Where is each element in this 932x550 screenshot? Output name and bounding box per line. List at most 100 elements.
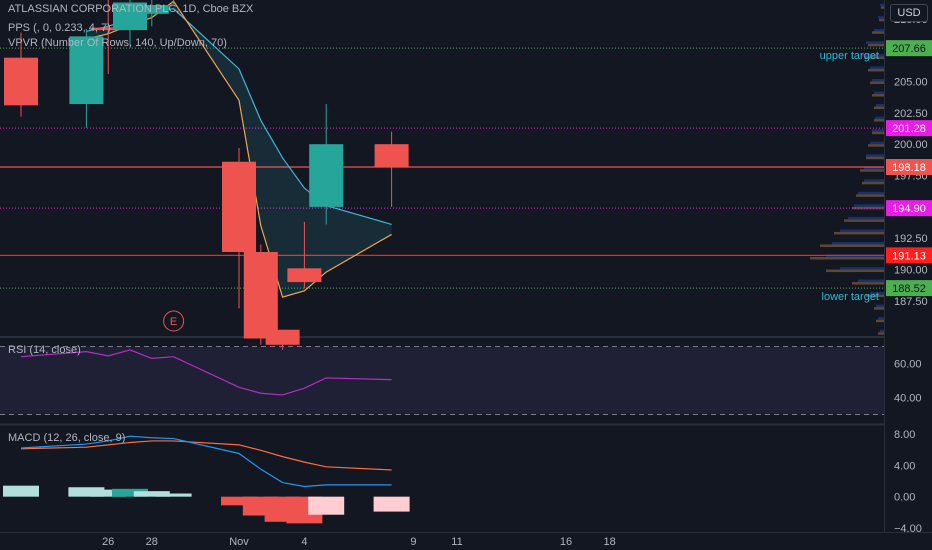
vpvr-up-bar (880, 329, 884, 333)
macd-histogram-bar (68, 487, 105, 497)
target-label: upper target (820, 50, 879, 62)
vpvr-down-bar (864, 56, 884, 59)
vpvr-down-bar (852, 282, 884, 285)
vpvr-up-bar (864, 166, 884, 170)
price-level-value: 201.28 (892, 123, 926, 135)
vpvr-down-bar (860, 169, 884, 172)
currency-button[interactable]: USD (890, 4, 928, 22)
macd-signal-line (20, 440, 392, 471)
vpvr-down-bar (866, 156, 884, 160)
vpvr-up-bar (862, 53, 884, 57)
macd-histogram-bar (373, 496, 410, 512)
price-level-badge (886, 200, 932, 217)
vpvr-down-bar (870, 81, 884, 84)
vpvr-up-bar (872, 129, 884, 132)
vpvr-up-bar (878, 16, 884, 19)
vpvr-up-bar (840, 267, 884, 270)
candle-body (134, 5, 169, 14)
time-tick-label: 9 (410, 536, 416, 548)
vpvr-up-bar (876, 104, 884, 107)
vpvr-up-bar (880, 3, 884, 7)
vpvr-up-bar (870, 66, 884, 69)
candle-body (222, 161, 256, 252)
rsi-legend[interactable]: RSI (14, close) (8, 344, 81, 356)
vpvr-down-bar (868, 43, 884, 47)
price-tick-label: 190.00 (894, 265, 928, 277)
rsi-line (20, 349, 392, 396)
price-tick-label: 187.50 (894, 296, 928, 308)
candle-body (287, 268, 322, 283)
time-tick-label: 4 (301, 536, 307, 548)
vpvr-up-bar (848, 216, 884, 220)
vpvr-up-bar (832, 241, 884, 245)
price-level-value: 198.18 (892, 162, 926, 174)
vpvr-down-bar (876, 319, 884, 323)
vpvr-down-bar (879, 18, 884, 22)
vpvr-down-bar (820, 244, 884, 247)
candle-body (91, 27, 126, 31)
vpvr-down-bar (862, 181, 884, 185)
price-level-value: 194.90 (892, 203, 926, 215)
time-tick-label: 11 (451, 536, 462, 548)
vpvr-down-bar (826, 269, 884, 273)
rsi-tick-label: 40.00 (894, 393, 922, 405)
candles (4, 0, 409, 350)
vpvr-down-bar (874, 119, 884, 122)
vpvr-down-bar (881, 6, 884, 9)
macd-tick-label: 4.00 (894, 460, 915, 472)
symbol-legend[interactable]: ATLASSIAN CORPORATION PLC, 1D, Cboe BZX (8, 3, 254, 15)
vpvr-down-bar (868, 68, 884, 72)
candle-body (309, 144, 344, 207)
time-tick-label: 16 (560, 536, 572, 548)
vpvr-up-bar (866, 41, 884, 44)
vpvr-up-bar (875, 116, 884, 120)
price-level-value: 191.13 (892, 250, 926, 262)
vpvr-up-bar (874, 28, 884, 32)
macd-histogram-bar (221, 496, 257, 506)
time-tick-label: 28 (146, 536, 158, 548)
price-tick-label: 192.50 (894, 233, 928, 245)
candle-body (4, 57, 38, 106)
vpvr-up-bar (854, 204, 884, 207)
time-tick-label: Nov (229, 536, 249, 548)
price-tick-label: 200.00 (894, 139, 928, 151)
candle-body (265, 329, 300, 345)
macd-histogram-bar (112, 488, 148, 497)
panel-separators (0, 0, 932, 533)
rsi-band-fill (0, 346, 884, 415)
vpvr-up-bar (876, 304, 884, 308)
vpvr-down-bar (874, 307, 884, 310)
macd-histogram-bar (90, 489, 127, 497)
macd-legend[interactable]: MACD (12, 26, close, 9) (8, 432, 126, 444)
price-tick-label: 202.50 (894, 108, 928, 120)
vpvr-up-bar (870, 141, 884, 145)
vpvr-down-bar (844, 219, 884, 222)
macd-panel (3, 435, 410, 524)
price-level-badge (886, 40, 932, 57)
macd-histogram-bar (155, 493, 192, 497)
earnings-circle (163, 310, 185, 332)
vpvr-down-bar (868, 144, 884, 147)
macd-tick-label: 8.00 (894, 429, 915, 441)
time-axis[interactable]: 26 28 Nov 4 9 11 16 18 (102, 536, 616, 548)
pps-legend[interactable]: PPS (, 0, 0.233, 4, 7) (8, 22, 111, 34)
price-level-value: 207.66 (892, 43, 926, 55)
vpvr-up-bar (870, 292, 884, 295)
vpvr-down-bar (878, 332, 884, 335)
macd-histogram-bar (3, 485, 39, 497)
macd-tick-label: −4.00 (894, 523, 922, 535)
ma-cloud-fill (86, 1, 392, 298)
vpvr-up-bar (858, 191, 884, 195)
vpvr-down-bar (872, 94, 884, 97)
price-level-badge (886, 120, 932, 137)
rsi-panel (0, 346, 884, 415)
time-tick-label: 26 (102, 536, 114, 548)
earnings-marker[interactable]: E (163, 310, 185, 332)
macd-line (20, 435, 392, 488)
vpvr-up-bar (878, 317, 884, 320)
vpvr-down-bar (874, 106, 884, 110)
vpvr-up-bar (872, 78, 884, 82)
price-level-badge (886, 158, 932, 175)
vpvr-legend[interactable]: VPVR (Number Of Rows, 140, Up/Down, 70) (8, 37, 227, 49)
